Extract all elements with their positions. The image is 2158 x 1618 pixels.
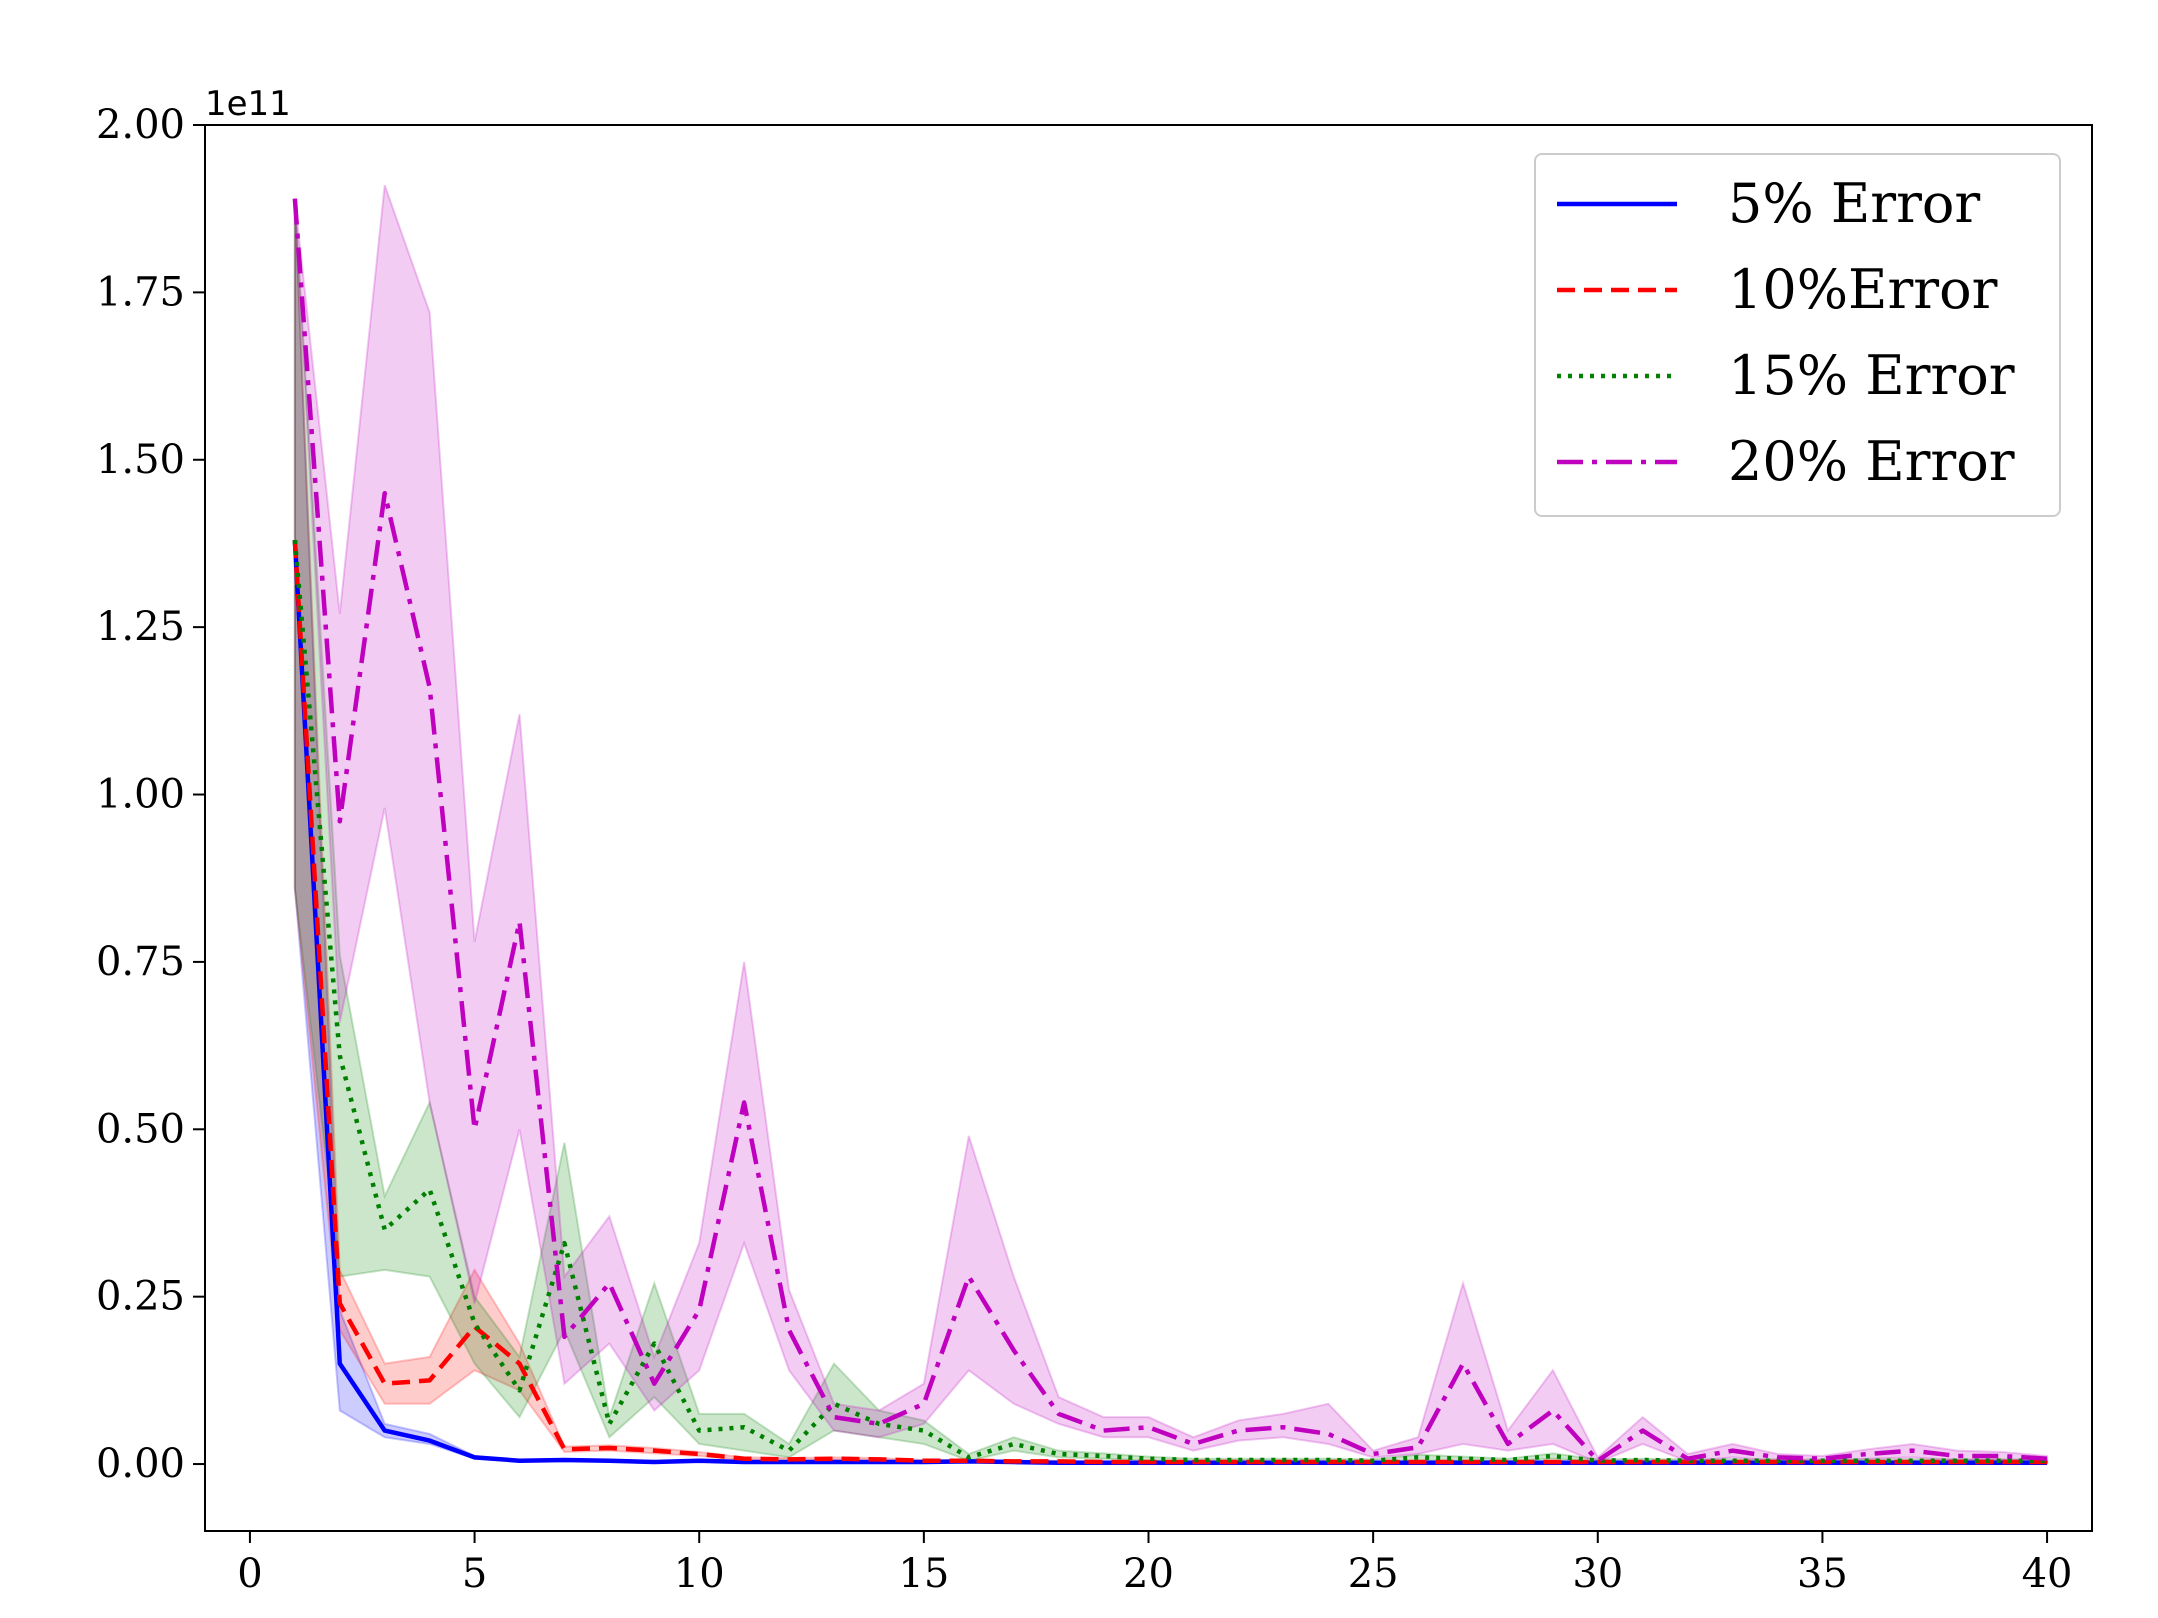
line-series-2 (292, 539, 2048, 1465)
line-series-3 (292, 539, 2048, 1463)
y-axis: 0.00 0.25 0.50 0.75 1.00 1.25 1.50 1.75 2.00 (96, 102, 205, 1487)
x-tick-label: 25 (1348, 1551, 1399, 1597)
y-tick-label: 0.75 (96, 939, 185, 985)
legend-label-1: 5% Error (1728, 172, 1980, 235)
y-tick-label: 1.25 (96, 604, 185, 650)
legend-label-4: 20% Error (1728, 430, 2015, 493)
x-axis: 0 5 10 15 20 25 30 35 40 (237, 1531, 2073, 1597)
line-series-4 (292, 198, 2048, 1463)
x-tick-label: 5 (462, 1551, 487, 1597)
x-tick-label: 20 (1123, 1551, 1174, 1597)
y-tick-label: 0.25 (96, 1274, 185, 1320)
y-tick-label: 0.50 (96, 1106, 185, 1152)
y-offset-label: 1e11 (205, 84, 291, 124)
y-tick-label: 1.00 (96, 772, 185, 818)
x-tick-label: 40 (2022, 1551, 2073, 1597)
x-tick-label: 35 (1797, 1551, 1848, 1597)
y-tick-label: 0.00 (96, 1441, 185, 1487)
legend-label-3: 15% Error (1728, 344, 2015, 407)
y-tick-label: 1.75 (96, 269, 185, 315)
y-tick-label: 2.00 (96, 102, 185, 148)
x-tick-label: 0 (237, 1551, 262, 1597)
legend-label-2: 10%Error (1728, 258, 1998, 321)
x-tick-label: 15 (898, 1551, 949, 1597)
x-tick-label: 10 (674, 1551, 725, 1597)
y-tick-label: 1.50 (96, 437, 185, 483)
series-lines (292, 198, 2048, 1465)
legend: 5% Error 10%Error 15% Error 20% Error (1534, 153, 2061, 517)
x-tick-label: 30 (1572, 1551, 1623, 1597)
legend-box (1534, 153, 2061, 517)
